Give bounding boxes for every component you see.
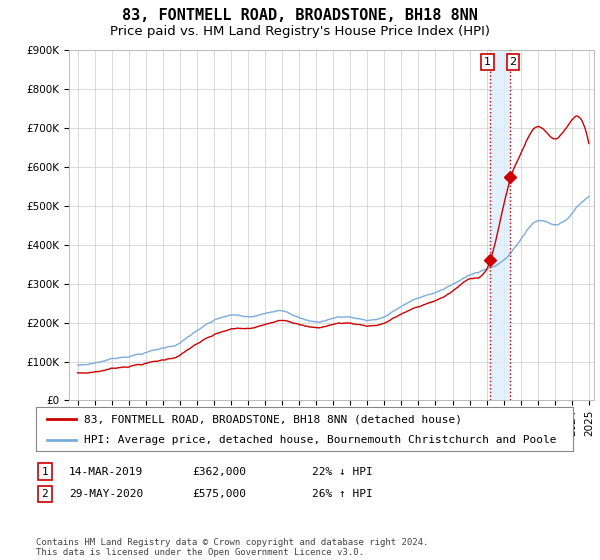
Text: 1: 1: [41, 466, 49, 477]
Text: £575,000: £575,000: [192, 489, 246, 499]
Text: 2: 2: [509, 57, 517, 67]
Text: 2: 2: [41, 489, 49, 499]
Text: 14-MAR-2019: 14-MAR-2019: [69, 466, 143, 477]
Text: 83, FONTMELL ROAD, BROADSTONE, BH18 8NN (detached house): 83, FONTMELL ROAD, BROADSTONE, BH18 8NN …: [85, 414, 463, 424]
Bar: [490, 50, 511, 400]
Text: 26% ↑ HPI: 26% ↑ HPI: [312, 489, 373, 499]
Text: 83, FONTMELL ROAD, BROADSTONE, BH18 8NN: 83, FONTMELL ROAD, BROADSTONE, BH18 8NN: [122, 8, 478, 24]
Text: HPI: Average price, detached house, Bournemouth Christchurch and Poole: HPI: Average price, detached house, Bour…: [85, 435, 557, 445]
Text: Price paid vs. HM Land Registry's House Price Index (HPI): Price paid vs. HM Land Registry's House …: [110, 25, 490, 38]
Text: 1: 1: [484, 57, 491, 67]
Text: 22% ↓ HPI: 22% ↓ HPI: [312, 466, 373, 477]
Text: Contains HM Land Registry data © Crown copyright and database right 2024.
This d: Contains HM Land Registry data © Crown c…: [36, 538, 428, 557]
Text: 29-MAY-2020: 29-MAY-2020: [69, 489, 143, 499]
Text: £362,000: £362,000: [192, 466, 246, 477]
